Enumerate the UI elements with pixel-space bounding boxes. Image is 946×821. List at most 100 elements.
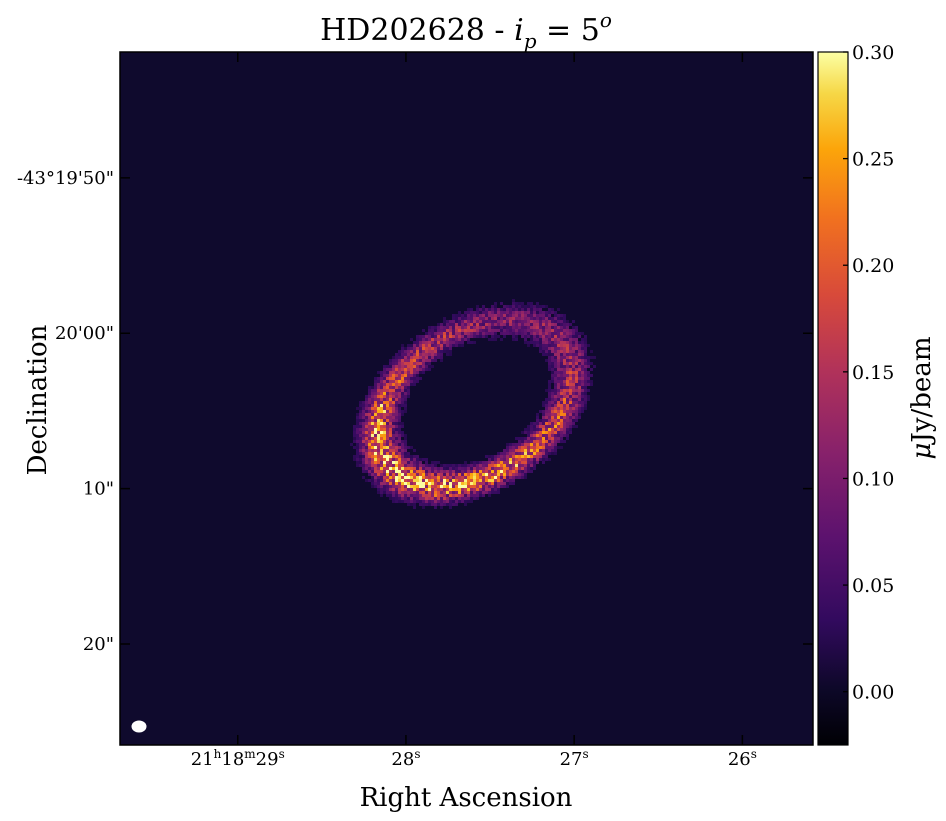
ring-pixel bbox=[365, 431, 368, 434]
ring-pixel bbox=[428, 329, 431, 332]
ring-pixel bbox=[545, 416, 548, 419]
ring-pixel bbox=[491, 476, 494, 479]
ring-pixel bbox=[524, 308, 527, 311]
ring-pixel bbox=[386, 386, 389, 389]
ring-pixel bbox=[587, 359, 590, 362]
ring-pixel bbox=[497, 479, 500, 482]
ring-pixel bbox=[578, 413, 581, 416]
ring-pixel bbox=[530, 440, 533, 443]
ring-pixel bbox=[509, 314, 512, 317]
ring-pixel bbox=[542, 446, 545, 449]
ring-pixel bbox=[560, 434, 563, 437]
ring-pixel bbox=[530, 455, 533, 458]
ring-pixel bbox=[362, 422, 365, 425]
ring-pixel bbox=[377, 389, 380, 392]
ring-pixel bbox=[365, 407, 368, 410]
ring-pixel bbox=[473, 467, 476, 470]
ring-pixel bbox=[566, 395, 569, 398]
ring-pixel bbox=[542, 353, 545, 356]
ring-pixel bbox=[371, 425, 374, 428]
ring-pixel bbox=[455, 473, 458, 476]
ring-pixel bbox=[407, 488, 410, 491]
ring-pixel bbox=[395, 497, 398, 500]
ring-pixel bbox=[548, 314, 551, 317]
ring-pixel bbox=[581, 359, 584, 362]
ring-pixel bbox=[362, 446, 365, 449]
ring-pixel bbox=[584, 359, 587, 362]
ring-pixel bbox=[398, 446, 401, 449]
ring-pixel bbox=[563, 413, 566, 416]
ring-pixel bbox=[416, 473, 419, 476]
ring-pixel bbox=[449, 323, 452, 326]
ring-pixel bbox=[527, 431, 530, 434]
ring-pixel bbox=[545, 428, 548, 431]
ring-pixel bbox=[545, 332, 548, 335]
ring-pixel bbox=[398, 494, 401, 497]
ring-pixel bbox=[446, 473, 449, 476]
ring-pixel bbox=[440, 488, 443, 491]
ring-pixel bbox=[449, 347, 452, 350]
ring-pixel bbox=[395, 395, 398, 398]
ring-pixel bbox=[467, 500, 470, 503]
ring-pixel bbox=[377, 485, 380, 488]
ring-pixel bbox=[365, 449, 368, 452]
ring-pixel bbox=[404, 365, 407, 368]
ring-pixel bbox=[395, 371, 398, 374]
ring-pixel bbox=[410, 461, 413, 464]
ring-pixel bbox=[428, 482, 431, 485]
ring-pixel bbox=[554, 431, 557, 434]
ring-pixel bbox=[389, 407, 392, 410]
ring-pixel bbox=[560, 347, 563, 350]
ring-pixel bbox=[512, 329, 515, 332]
ring-pixel bbox=[461, 326, 464, 329]
ring-pixel bbox=[455, 467, 458, 470]
ring-pixel bbox=[491, 326, 494, 329]
ring-pixel bbox=[557, 437, 560, 440]
ring-pixel bbox=[437, 473, 440, 476]
ring-pixel bbox=[527, 434, 530, 437]
ring-pixel bbox=[365, 401, 368, 404]
ring-pixel bbox=[509, 449, 512, 452]
ring-pixel bbox=[554, 323, 557, 326]
ring-pixel bbox=[497, 467, 500, 470]
ring-pixel bbox=[542, 329, 545, 332]
ring-pixel bbox=[398, 371, 401, 374]
ring-pixel bbox=[506, 458, 509, 461]
ring-pixel bbox=[368, 404, 371, 407]
ring-pixel bbox=[422, 344, 425, 347]
ring-pixel bbox=[407, 503, 410, 506]
ring-pixel bbox=[560, 446, 563, 449]
ring-pixel bbox=[509, 446, 512, 449]
ring-pixel bbox=[587, 395, 590, 398]
ring-pixel bbox=[542, 404, 545, 407]
ring-pixel bbox=[377, 392, 380, 395]
ring-pixel bbox=[359, 434, 362, 437]
ring-pixel bbox=[371, 419, 374, 422]
ring-pixel bbox=[494, 323, 497, 326]
ring-pixel bbox=[392, 440, 395, 443]
ring-pixel bbox=[386, 443, 389, 446]
ring-pixel bbox=[380, 491, 383, 494]
ring-pixel bbox=[410, 458, 413, 461]
ring-pixel bbox=[557, 347, 560, 350]
ring-pixel bbox=[551, 359, 554, 362]
ring-pixel bbox=[389, 488, 392, 491]
ring-pixel bbox=[524, 467, 527, 470]
ring-pixel bbox=[395, 422, 398, 425]
ring-pixel bbox=[572, 329, 575, 332]
ring-pixel bbox=[554, 350, 557, 353]
ring-pixel bbox=[572, 347, 575, 350]
ring-pixel bbox=[398, 416, 401, 419]
ring-pixel bbox=[578, 374, 581, 377]
ring-pixel bbox=[368, 464, 371, 467]
ring-pixel bbox=[428, 341, 431, 344]
ring-pixel bbox=[482, 488, 485, 491]
ring-pixel bbox=[446, 326, 449, 329]
ring-pixel bbox=[386, 371, 389, 374]
ring-pixel bbox=[389, 359, 392, 362]
ring-pixel bbox=[491, 482, 494, 485]
ring-pixel bbox=[389, 467, 392, 470]
ring-pixel bbox=[563, 362, 566, 365]
ring-pixel bbox=[536, 308, 539, 311]
ring-pixel bbox=[377, 458, 380, 461]
